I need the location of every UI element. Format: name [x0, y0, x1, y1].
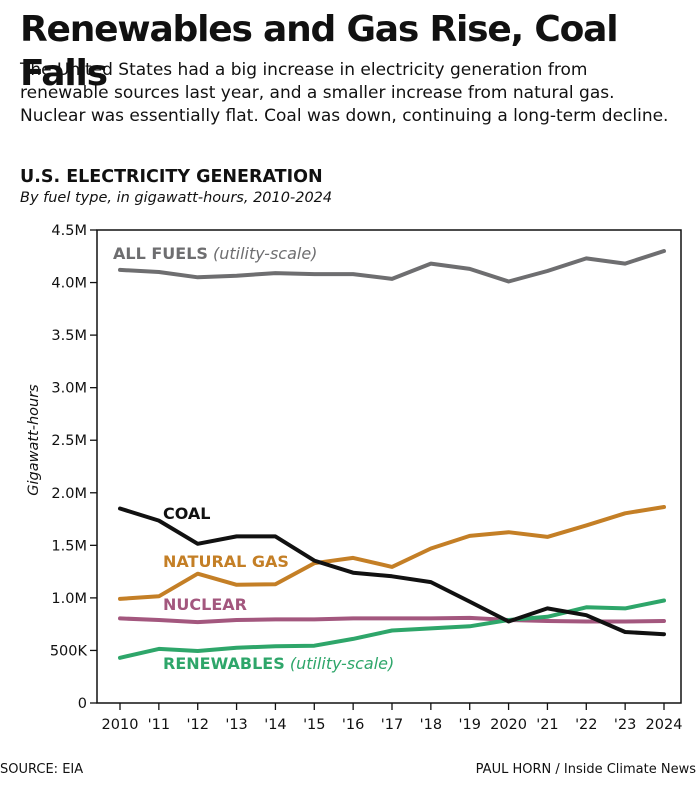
- series-line-coal: [118, 506, 666, 637]
- x-tick-label: '13: [225, 717, 247, 733]
- credit-note: PAUL HORN / Inside Climate News: [475, 762, 696, 777]
- y-axis-label: Gigawatt-hours: [26, 384, 42, 496]
- x-tick-label: '17: [381, 717, 403, 733]
- x-axis-ticks: 2010 '11 '12 '13 '14 '15 '16 '17 '18 '19 2020 '21 '2…: [102, 703, 683, 733]
- x-tick-label: 2010: [102, 717, 139, 733]
- x-tick-label: '15: [303, 717, 325, 733]
- series-labels: ALL FUELS (utility-scale) COAL NATURAL GAS…: [113, 244, 394, 673]
- y-tick-label: 2.0M: [51, 486, 87, 502]
- y-tick-label: 0: [78, 696, 87, 712]
- series-label-nuclear: NUCLEAR: [163, 595, 247, 614]
- page-title: Renewables and Gas Rise, Coal Falls: [20, 9, 619, 94]
- x-tick-label: '23: [614, 717, 636, 733]
- x-tick-label: '14: [264, 717, 286, 733]
- chart-title: U.S. ELECTRICITY GENERATION: [20, 167, 323, 187]
- series-line-nuclear: [118, 615, 666, 625]
- series-label-natural-gas: NATURAL GAS: [163, 552, 289, 571]
- y-tick-label: 1.5M: [51, 538, 87, 554]
- y-axis-ticks: 0 500K 1.0M 1.5M 2.0M 2.5M 3.0M 3.5M 4.0M 4.5M: [50, 223, 97, 712]
- x-tick-label: 2024: [646, 717, 683, 733]
- x-tick-label: '22: [575, 717, 597, 733]
- series-label-coal: COAL: [163, 504, 211, 523]
- series-line-all-fuels: [118, 249, 666, 284]
- y-tick-label: 500K: [50, 643, 88, 659]
- plot-frame: [96, 229, 682, 704]
- y-tick-label: 4.0M: [51, 276, 87, 292]
- x-tick-label: '18: [420, 717, 442, 733]
- y-tick-label: 3.0M: [51, 381, 87, 397]
- series-label-renewables: RENEWABLES (utility-scale): [163, 654, 394, 673]
- page-subtitle: The United States had a big increase in …: [20, 60, 669, 126]
- source-note: SOURCE: EIA: [0, 762, 84, 777]
- y-tick-label: 1.0M: [51, 591, 87, 607]
- series-line-renewables: [118, 598, 666, 660]
- series-label-all-fuels: ALL FUELS (utility-scale): [113, 244, 317, 263]
- x-tick-label: 2020: [490, 717, 527, 733]
- x-tick-label: '12: [186, 717, 208, 733]
- y-tick-label: 4.5M: [51, 223, 87, 239]
- x-tick-label: '21: [536, 717, 558, 733]
- x-tick-label: '11: [148, 717, 170, 733]
- series-line-natural-gas: [118, 505, 666, 601]
- y-tick-label: 3.5M: [51, 328, 87, 344]
- y-tick-label: 2.5M: [51, 433, 87, 449]
- chart-subtitle: By fuel type, in gigawatt-hours, 2010-20…: [20, 190, 333, 206]
- x-tick-label: '19: [458, 717, 480, 733]
- series-lines: [118, 249, 666, 660]
- x-tick-label: '16: [342, 717, 364, 733]
